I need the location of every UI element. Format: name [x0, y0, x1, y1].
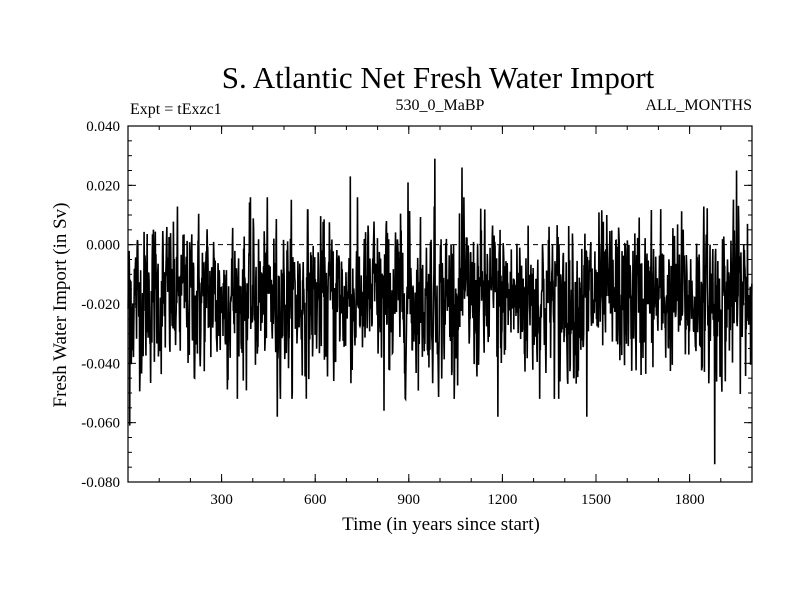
chart-title: S. Atlantic Net Fresh Water Import: [222, 60, 655, 95]
y-tick-label: 0.040: [86, 119, 120, 135]
y-tick-label: 0.020: [86, 178, 120, 194]
y-tick-label: -0.020: [81, 297, 120, 313]
x-tick-label: 1800: [675, 492, 705, 508]
x-tick-label: 900: [398, 492, 421, 508]
y-tick-label: -0.080: [81, 475, 120, 491]
x-tick-label: 600: [304, 492, 327, 508]
y-tick-label: -0.060: [81, 416, 120, 432]
y-tick-label: -0.040: [81, 356, 120, 372]
y-tick-label: 0.000: [86, 238, 120, 254]
x-tick-label: 300: [210, 492, 233, 508]
x-axis-label: Time (in years since start): [342, 514, 540, 535]
experiment-label: Expt = tExzc1: [130, 101, 222, 118]
period-label: 530_0_MaBP: [396, 97, 485, 114]
plot-frame: [127, 125, 753, 483]
x-tick-label: 1500: [581, 492, 611, 508]
series-line: [127, 158, 753, 465]
y-axis-label: Fresh Water Import (in Sv): [50, 203, 71, 408]
x-axis: 300 600 900 1200 1500 1800: [158, 126, 722, 508]
months-label: ALL_MONTHS: [645, 97, 752, 114]
x-tick-label: 1200: [487, 492, 517, 508]
